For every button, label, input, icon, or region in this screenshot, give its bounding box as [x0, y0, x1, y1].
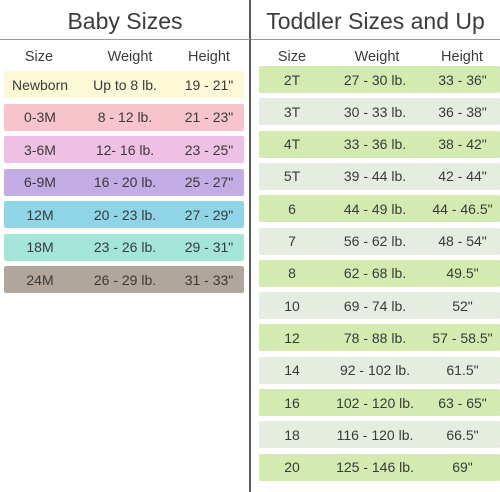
toddler-cell-weight: 39 - 44 lb. — [343, 168, 407, 185]
baby-cell-weight: 20 - 23 lb. — [93, 206, 157, 223]
toddler-size-row: 6 44 - 49 lb. 44 - 46.5" — [259, 195, 500, 223]
baby-cell-size: Newborn — [11, 76, 69, 93]
toddler-size-row: 16 102 - 120 lb. 63 - 65" — [259, 389, 500, 416]
toddler-title-rule — [251, 39, 500, 40]
baby-cell-height: 19 - 21" — [184, 76, 234, 93]
baby-size-row: 0-3M 8 - 12 lb. 21 - 23" — [4, 103, 244, 131]
toddler-size-row: 12 78 - 88 lb. 57 - 58.5" — [259, 324, 500, 352]
baby-cell-weight: 23 - 26 lb. — [93, 239, 157, 255]
toddler-cell-size: 12 — [284, 329, 300, 346]
baby-cell-weight: 8 - 12 lb. — [97, 109, 153, 125]
baby-size-row: 6-9M 16 - 20 lb. 25 - 27" — [4, 168, 244, 196]
toddler-cell-weight: 33 - 36 lb. — [343, 136, 407, 153]
toddler-cell-weight: 69 - 74 lb. — [343, 297, 407, 314]
toddler-cell-weight: 56 - 62 lb. — [343, 233, 407, 249]
toddler-cell-size: 18 — [284, 426, 300, 443]
toddler-cell-height: 36 - 38" — [438, 103, 487, 120]
baby-size-row: 3-6M 12- 16 lb. 23 - 25" — [4, 136, 244, 163]
toddler-cell-size: 16 — [284, 394, 300, 411]
toddler-cell-size: 8 — [288, 265, 296, 282]
toddler-cell-height: 66.5" — [446, 426, 479, 443]
baby-header-size: Size — [24, 49, 54, 65]
baby-size-row: Newborn Up to 8 lb. 19 - 21" — [4, 71, 244, 98]
toddler-cell-weight: 44 - 49 lb. — [343, 200, 407, 217]
toddler-cell-weight: 62 - 68 lb. — [343, 265, 407, 282]
toddler-cell-size: 20 — [284, 459, 300, 476]
baby-cell-height: 25 - 27" — [184, 174, 234, 190]
toddler-size-row: 20 125 - 146 lb. 69" — [259, 453, 500, 481]
toddler-cell-height: 69" — [452, 459, 473, 476]
toddler-size-row: 2T 27 - 30 lb. 33 - 36" — [259, 66, 500, 93]
baby-cell-size: 12M — [26, 206, 54, 223]
baby-header-height: Height — [188, 49, 230, 65]
baby-cell-size: 3-6M — [24, 141, 56, 158]
toddler-cell-height: 44 - 46.5" — [432, 200, 493, 217]
baby-cell-height: 21 - 23" — [184, 109, 234, 125]
toddler-cell-height: 48 - 54" — [438, 233, 487, 249]
panel-divider — [249, 0, 251, 492]
baby-cell-weight: 26 - 29 lb. — [93, 271, 157, 288]
toddler-cell-size: 7 — [288, 233, 296, 249]
toddler-cell-size: 6 — [288, 200, 296, 217]
baby-size-row: 12M 20 - 23 lb. 27 - 29" — [4, 201, 244, 228]
baby-cell-height: 31 - 33" — [184, 271, 234, 288]
baby-cell-height: 23 - 25" — [184, 141, 234, 158]
baby-cell-size: 24M — [26, 271, 54, 288]
toddler-size-row: 3T 30 - 33 lb. 36 - 38" — [259, 98, 500, 126]
baby-cell-weight: 16 - 20 lb. — [93, 174, 157, 190]
toddler-size-row: 18 116 - 120 lb. 66.5" — [259, 421, 500, 449]
toddler-cell-size: 4T — [283, 136, 301, 153]
baby-size-row: 18M 23 - 26 lb. 29 - 31" — [4, 233, 244, 261]
toddler-cell-weight: 125 - 146 lb. — [336, 459, 414, 476]
baby-cell-size: 6-9M — [24, 174, 56, 190]
toddler-cell-size: 5T — [283, 168, 301, 185]
toddler-cell-height: 52" — [452, 297, 473, 314]
baby-cell-height: 29 - 31" — [184, 239, 234, 255]
toddler-size-row: 8 62 - 68 lb. 49.5" — [259, 259, 500, 287]
toddler-cell-height: 63 - 65" — [438, 394, 487, 411]
toddler-size-row: 4T 33 - 36 lb. 38 - 42" — [259, 130, 500, 158]
toddler-header-weight: Weight — [354, 49, 400, 65]
toddler-cell-height: 57 - 58.5" — [432, 329, 493, 346]
toddler-size-row: 5T 39 - 44 lb. 42 - 44" — [259, 162, 500, 190]
toddler-cell-weight: 102 - 120 lb. — [336, 394, 414, 411]
toddler-cell-height: 61.5" — [446, 362, 479, 379]
toddler-cell-height: 49.5" — [446, 265, 479, 282]
baby-cell-weight: Up to 8 lb. — [93, 76, 157, 93]
toddler-cell-height: 42 - 44" — [438, 168, 487, 185]
baby-cell-size: 0-3M — [24, 109, 56, 125]
baby-cell-size: 18M — [26, 239, 54, 255]
toddler-cell-size: 3T — [283, 103, 301, 120]
toddler-sizes-title: Toddler Sizes and Up — [266, 8, 485, 34]
baby-cell-height: 27 - 29" — [184, 206, 234, 223]
toddler-cell-weight: 78 - 88 lb. — [343, 329, 407, 346]
toddler-cell-weight: 92 - 102 lb. — [339, 362, 411, 379]
toddler-size-row: 14 92 - 102 lb. 61.5" — [259, 356, 500, 384]
toddler-size-row: 10 69 - 74 lb. 52" — [259, 292, 500, 320]
toddler-cell-size: 2T — [283, 71, 301, 88]
toddler-cell-height: 33 - 36" — [438, 71, 487, 88]
toddler-header-size: Size — [277, 49, 307, 65]
baby-size-row: 24M 26 - 29 lb. 31 - 33" — [4, 266, 244, 293]
toddler-size-row: 7 56 - 62 lb. 48 - 54" — [259, 227, 500, 255]
toddler-header-height: Height — [441, 49, 483, 65]
toddler-cell-weight: 30 - 33 lb. — [343, 103, 407, 120]
toddler-cell-weight: 116 - 120 lb. — [336, 426, 414, 443]
toddler-cell-size: 14 — [284, 362, 300, 379]
toddler-cell-height: 38 - 42" — [438, 136, 487, 153]
toddler-cell-weight: 27 - 30 lb. — [343, 71, 407, 88]
toddler-cell-size: 10 — [284, 297, 300, 314]
baby-title-rule — [0, 39, 250, 40]
baby-header-weight: Weight — [107, 49, 153, 65]
baby-sizes-title: Baby Sizes — [67, 8, 183, 34]
baby-cell-weight: 12- 16 lb. — [95, 141, 155, 158]
